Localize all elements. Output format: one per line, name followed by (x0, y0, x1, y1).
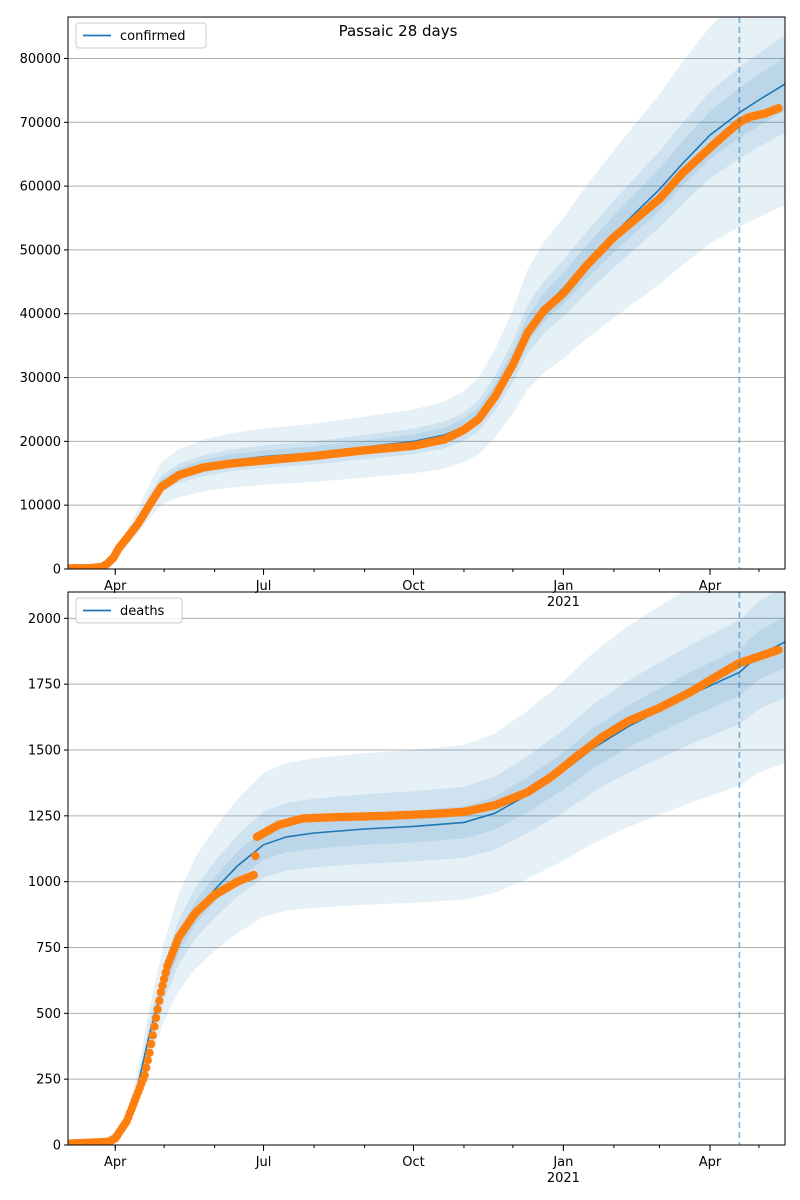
x-tick-label: Apr (104, 579, 127, 594)
uncertainty-band (68, 17, 785, 569)
observed-point (158, 981, 167, 990)
observed-point (161, 968, 170, 977)
observed-point (774, 104, 783, 113)
observed-point (151, 1013, 161, 1023)
observed-point (153, 1005, 162, 1014)
deaths-panel: 0 250 500 750 1000 1250 1500 1750 2000 Apr Jul Oct J… (28, 591, 786, 1186)
x-tick-year-label: 2021 (547, 1171, 580, 1186)
y-tick-label: 60000 (20, 180, 61, 195)
y-tick-label: 30000 (20, 371, 61, 386)
y-tick-label: 750 (36, 941, 61, 956)
x-tick-label: Oct (402, 1155, 424, 1170)
y-tick-label: 0 (53, 563, 61, 578)
axes-frame (67, 591, 786, 1146)
axes-frame (67, 16, 786, 570)
plot-area (68, 17, 785, 569)
observed-point (142, 1063, 151, 1073)
observed-point (156, 988, 166, 997)
y-tick-label: 70000 (20, 116, 61, 131)
observed-point (249, 870, 258, 880)
figure-title: Passaic 28 days (339, 22, 458, 40)
y-tick-label: 40000 (20, 307, 61, 322)
observed-point (251, 851, 260, 861)
y-tick-label: 50000 (20, 243, 61, 258)
observed-point (143, 1056, 152, 1065)
legend-label: confirmed (120, 29, 186, 44)
observed-point (150, 1022, 159, 1031)
legend-box (75, 597, 183, 624)
x-tick-label: Jan (552, 579, 573, 594)
y-tick-label: 500 (36, 1007, 61, 1022)
y-tick-label: 20000 (20, 435, 61, 450)
observed-point (148, 1031, 157, 1040)
observed-point (146, 1039, 156, 1049)
y-tick-label: 1500 (28, 744, 61, 759)
observed-point (155, 996, 164, 1005)
y-tick-label: 1000 (28, 875, 61, 890)
observed-point (774, 645, 783, 655)
confirmed-panel: 0 10000 20000 30000 40000 50000 60000 70000 8000… (20, 16, 786, 610)
x-tick-label: Apr (699, 579, 722, 594)
legend-box (75, 22, 207, 49)
x-tick-label: Apr (699, 1155, 722, 1170)
plot-area (68, 592, 785, 1145)
x-tick-label: Jul (255, 579, 272, 594)
legend: confirmed (75, 22, 207, 49)
y-tick-label: 0 (53, 1139, 61, 1154)
y-tick-label: 250 (36, 1073, 61, 1088)
legend: deaths (75, 597, 183, 624)
observed-point (140, 1071, 149, 1080)
uncertainty-band (68, 616, 785, 1145)
y-tick-label: 10000 (20, 499, 61, 514)
x-tick-label: Jan (552, 1155, 573, 1170)
x-tick-year-label: 2021 (547, 595, 580, 610)
y-tick-label: 2000 (28, 612, 61, 627)
x-tick-label: Apr (104, 1155, 127, 1170)
y-tick-label: 1250 (28, 809, 61, 824)
observed-point (145, 1048, 154, 1058)
y-tick-label: 80000 (20, 52, 61, 67)
x-tick-label: Jul (255, 1155, 272, 1170)
y-tick-label: 1750 (28, 678, 61, 693)
x-tick-label: Oct (402, 579, 424, 594)
observed-point (159, 974, 169, 984)
legend-label: deaths (120, 604, 165, 619)
